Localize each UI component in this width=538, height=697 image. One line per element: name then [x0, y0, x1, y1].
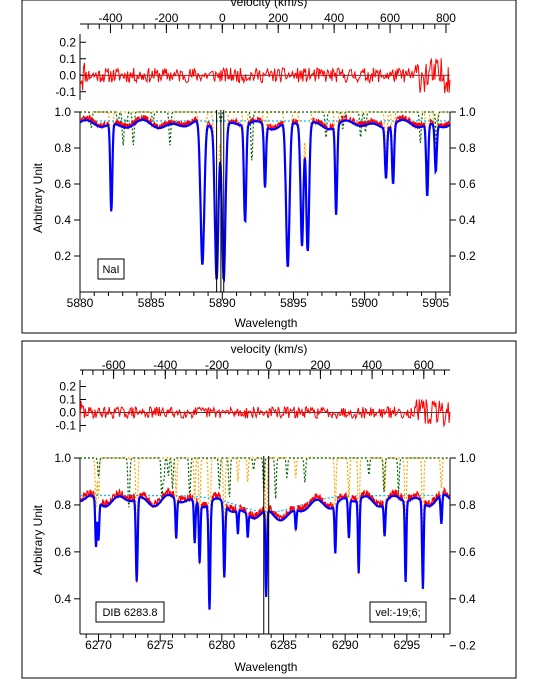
x-tick-label: 6280	[208, 638, 235, 652]
x-tick-label: 6275	[147, 638, 174, 652]
x-tick-label: 6290	[332, 638, 359, 652]
velocity-tick-label: 0	[219, 11, 226, 25]
dib-panel: velocity (km/s) -600 -400 -200 0 200 400 600 0.…	[21, 340, 517, 679]
velocity-tick-label: 600	[414, 358, 434, 372]
velocity-tick-label: 400	[324, 11, 344, 25]
velocity-tick-label: 600	[380, 11, 400, 25]
y-tick-label-left: 0.6	[54, 545, 71, 559]
velocity-axis-title: velocity (km/s)	[231, 0, 308, 9]
velocity-tick-label: -200	[154, 11, 178, 25]
y-tick-label-right: 0.6	[459, 177, 476, 191]
y-tick-label-right: 0.4	[459, 592, 476, 606]
residual-tick-label: -0.1	[55, 419, 76, 433]
nai-label: NaI	[102, 264, 119, 276]
y-tick-label-right: 0.8	[459, 498, 476, 512]
dib-label: DIB 6283.8	[102, 607, 157, 619]
velocity-tick-label: 800	[436, 11, 456, 25]
residual-tick-label: -0.1	[55, 85, 76, 99]
y-tick-label-left: 0.6	[54, 177, 71, 191]
velocity-tick-label: 200	[268, 11, 288, 25]
velocity-tick-label: -200	[205, 358, 229, 372]
arbitrary-unit-axis-title: Arbitrary Unit	[31, 504, 45, 575]
y-tick-label-left: 0.4	[54, 592, 71, 606]
x-tick-label: 5900	[351, 296, 378, 310]
y-tick-label-left: 1.0	[54, 451, 71, 465]
dib-label-box	[95, 601, 165, 623]
velocity-label-box	[369, 601, 427, 623]
wavelength-axis-title: Wavelength	[235, 316, 298, 330]
residual-tick-label: 0.0	[59, 406, 76, 420]
model-spectrum-series	[79, 118, 451, 283]
y-tick-label-right: 0.6	[459, 545, 476, 559]
velocity-tick-label: -600	[102, 358, 126, 372]
x-tick-label: 6285	[270, 638, 297, 652]
velocity-tick-label: -400	[153, 358, 177, 372]
nai-label-box	[97, 258, 125, 280]
wavelength-axis-title: Wavelength	[235, 660, 298, 674]
panel-frame	[21, 340, 517, 679]
x-tick-label: 5905	[422, 296, 449, 310]
residual-tick-label: 0.2	[59, 35, 76, 49]
velocity-tick-label: -400	[98, 11, 122, 25]
y-tick-label-right: 0.2	[459, 249, 476, 263]
y-tick-label-left: 0.8	[54, 141, 71, 155]
panel-frame	[21, 0, 517, 334]
y-tick-label-right: 1.0	[459, 451, 476, 465]
residual-tick-label: 0.1	[59, 52, 76, 66]
y-tick-label-right: 1.0	[459, 105, 476, 119]
residual-series	[79, 57, 451, 94]
velocity-tick-label: 200	[310, 358, 330, 372]
nai-plot-area: -400 -200 0 200 400 600 800 0.2 0.1 0.0 -0.1 5880 58…	[54, 11, 476, 310]
x-tick-label: 6295	[393, 638, 420, 652]
y-tick-label-right: 0.4	[459, 213, 476, 227]
y-tick-label-left: 1.0	[54, 105, 71, 119]
velocity-tick-label: 400	[362, 358, 382, 372]
y-tick-label-left: 0.2	[54, 249, 71, 263]
velocity-axis-title: velocity (km/s)	[231, 342, 308, 356]
velocity-label: vel:-19;6;	[375, 607, 420, 619]
stellar-model-series	[80, 457, 450, 508]
x-tick-label: 5885	[138, 296, 165, 310]
y-tick-label-right: 0.2	[459, 639, 476, 653]
residual-tick-label: 0.0	[59, 68, 76, 82]
x-tick-label: 5895	[280, 296, 307, 310]
nai-panel: velocity (km/s) -400 -200 0 200 400 600 800 0.2…	[21, 0, 517, 334]
x-tick-label: 5890	[209, 296, 236, 310]
velocity-tick-label: 0	[265, 358, 272, 372]
y-tick-label-left: 0.4	[54, 213, 71, 227]
x-tick-label: 5880	[67, 296, 94, 310]
residual-tick-label: 0.2	[59, 380, 76, 394]
y-tick-label-right: 0.8	[459, 141, 476, 155]
residual-tick-label: 0.1	[59, 393, 76, 407]
x-tick-label: 6270	[85, 638, 112, 652]
arbitrary-unit-axis-title: Arbitrary Unit	[31, 162, 45, 233]
residual-series	[79, 399, 451, 428]
y-tick-label-left: 0.8	[54, 498, 71, 512]
model-spectrum-series	[79, 493, 451, 610]
